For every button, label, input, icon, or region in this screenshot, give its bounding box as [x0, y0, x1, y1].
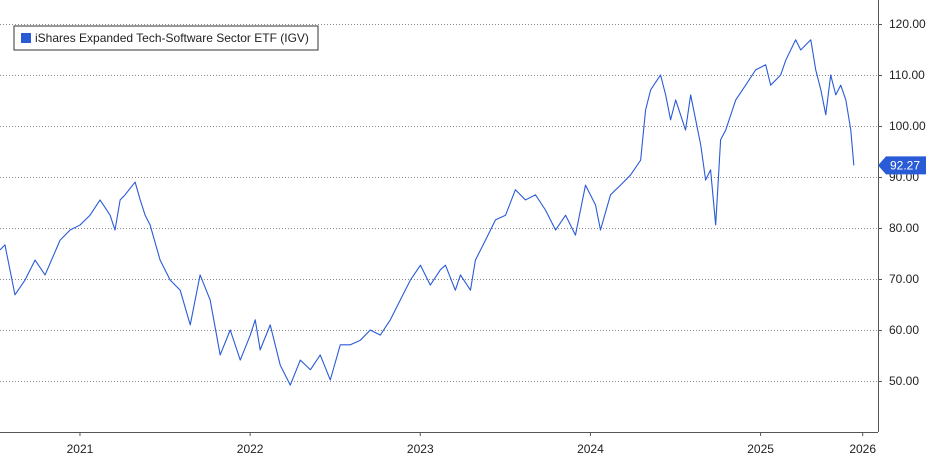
x-tick-label: 2024 — [577, 442, 604, 456]
axis-layer: 50.0060.0070.0080.0090.00100.00110.00120… — [67, 17, 926, 456]
y-tick-label: 120.00 — [889, 17, 926, 31]
legend-swatch — [21, 33, 31, 43]
y-tick-label: 110.00 — [889, 68, 925, 82]
legend-label: iShares Expanded Tech-Software Sector ET… — [35, 31, 309, 45]
last-value-label: 92.27 — [890, 159, 920, 173]
x-tick-label: 2021 — [67, 442, 94, 456]
y-tick-label: 60.00 — [889, 323, 919, 337]
x-tick-label: 2026 — [849, 442, 876, 456]
x-tick-label: 2022 — [237, 442, 264, 456]
y-tick-label: 50.00 — [889, 374, 919, 388]
y-tick-label: 80.00 — [889, 221, 919, 235]
y-tick-label: 70.00 — [889, 272, 919, 286]
x-tick-label: 2025 — [747, 442, 774, 456]
line-series — [0, 39, 855, 386]
legend-box — [13, 25, 319, 51]
y-tick-label: 100.00 — [889, 119, 926, 133]
grid-layer — [0, 23, 878, 382]
last-value-tag — [878, 156, 926, 175]
series-layer — [0, 39, 855, 386]
x-tick-label: 2023 — [407, 442, 434, 456]
legend: iShares Expanded Tech-Software Sector ET… — [13, 25, 319, 51]
